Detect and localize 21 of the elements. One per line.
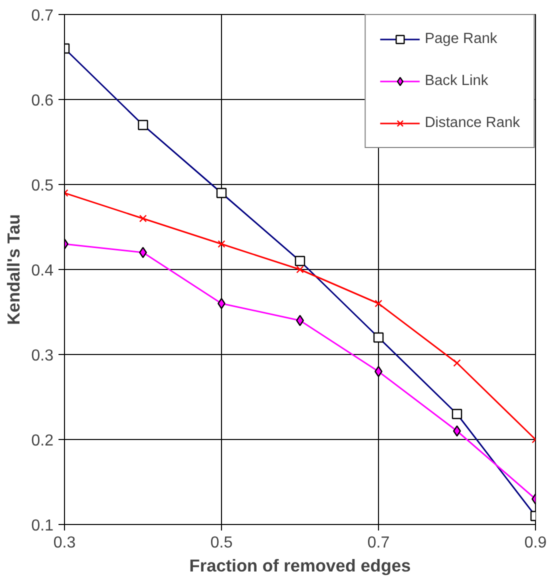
point	[453, 359, 461, 367]
x-tick-label: 0.3	[53, 534, 76, 552]
legend-label: Page Rank	[424, 31, 498, 47]
point	[374, 300, 382, 308]
x-tick-label: 0.7	[367, 534, 390, 552]
y-tick-label: 0.3	[31, 348, 54, 364]
y-axis-title: Kendall's Tau	[3, 214, 24, 325]
point	[296, 266, 304, 274]
y-tick-label: 0.1	[31, 518, 54, 534]
x-tick-label: 0.5	[210, 534, 233, 552]
x-tick-label: 0.9	[524, 534, 547, 552]
legend-label: Distance Rank	[424, 115, 520, 131]
point	[139, 214, 147, 222]
y-tick-label: 0.2	[31, 432, 54, 450]
y-tick-label: 0.4	[31, 262, 54, 280]
point	[218, 240, 226, 248]
y-tick-label: 0.7	[31, 8, 54, 24]
legend-label: Back Link	[424, 73, 488, 89]
y-tick-label: 0.5	[31, 178, 54, 194]
x-axis-title: Fraction of removed edges	[189, 556, 411, 576]
y-tick-label: 0.6	[31, 92, 54, 110]
